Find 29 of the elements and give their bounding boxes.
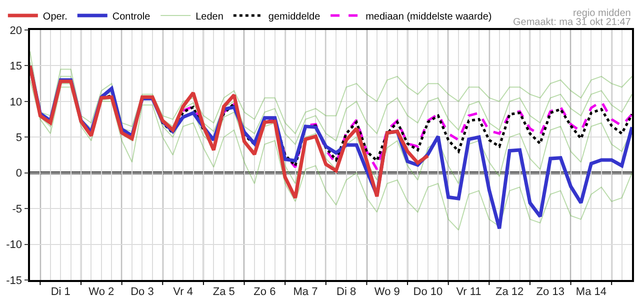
- y-tick-label: 10: [10, 96, 22, 108]
- legend-label: mediaan (middelste waarde): [366, 11, 492, 22]
- y-tick-label: -15: [6, 274, 22, 287]
- x-tick-label: Vr 4: [173, 286, 193, 298]
- x-tick-label: Do 3: [130, 286, 154, 298]
- y-tick-label: 0: [16, 168, 22, 180]
- x-tick-label: Wo 9: [374, 286, 400, 298]
- y-tick-label: 5: [16, 132, 22, 144]
- legend-label: gemiddelde: [268, 11, 321, 22]
- x-tick-label: Di 1: [50, 286, 70, 298]
- text: regio midden: [573, 8, 631, 19]
- x-tick-label: Do 10: [413, 286, 443, 298]
- x-tick-label: Ma 14: [576, 286, 606, 298]
- x-tick-label: Zo 6: [254, 286, 276, 298]
- text: Gemaakt: ma 31 okt 21:47: [513, 17, 632, 28]
- legend-label: Leden: [196, 11, 224, 22]
- legend-label: Controle: [112, 11, 151, 22]
- y-tick-label: -5: [12, 203, 22, 216]
- x-tick-label: Di 8: [336, 286, 356, 298]
- y-tick-label: 20: [10, 24, 22, 37]
- x-tick-label: Wo 2: [88, 286, 114, 298]
- x-tick-label: Ma 7: [293, 286, 318, 298]
- y-tick-label: -10: [6, 239, 22, 252]
- x-tick-label: Zo 13: [536, 286, 564, 298]
- x-tick-label: Za 12: [495, 286, 524, 298]
- x-tick-label: Za 5: [212, 286, 235, 298]
- x-tick-label: Vr 11: [456, 286, 482, 298]
- y-tick-label: 15: [10, 60, 22, 73]
- legend-label: Oper.: [42, 11, 68, 22]
